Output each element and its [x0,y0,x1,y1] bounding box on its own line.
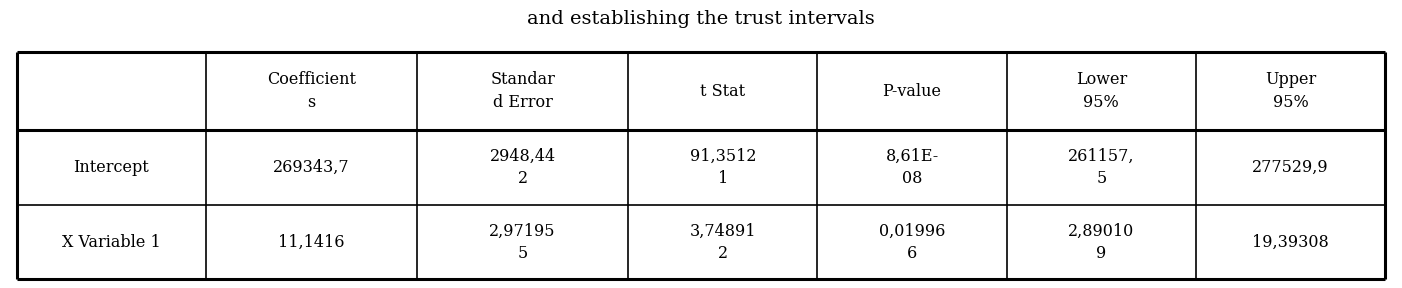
Text: 2,97195
5: 2,97195 5 [489,223,557,262]
Text: Intercept: Intercept [73,159,150,176]
Text: 11,1416: 11,1416 [279,234,345,251]
Text: Upper
95%: Upper 95% [1265,71,1316,111]
Text: P-value: P-value [883,83,942,100]
Text: X Variable 1: X Variable 1 [62,234,161,251]
Text: 2948,44
2: 2948,44 2 [489,148,555,187]
Text: 3,74891
2: 3,74891 2 [690,223,756,262]
Text: 269343,7: 269343,7 [273,159,350,176]
Text: 19,39308: 19,39308 [1252,234,1329,251]
Text: t Stat: t Stat [700,83,746,100]
Text: 277529,9: 277529,9 [1252,159,1329,176]
Text: and establishing the trust intervals: and establishing the trust intervals [527,10,875,28]
Text: 2,89010
9: 2,89010 9 [1068,223,1134,262]
Text: Standar
d Error: Standar d Error [491,71,555,111]
Text: 0,01996
6: 0,01996 6 [879,223,945,262]
Text: 91,3512
1: 91,3512 1 [690,148,756,187]
Text: 8,61E-
08: 8,61E- 08 [886,148,939,187]
Text: Coefficient
s: Coefficient s [268,71,356,111]
Text: Lower
95%: Lower 95% [1075,71,1127,111]
Text: 261157,
5: 261157, 5 [1068,148,1134,187]
